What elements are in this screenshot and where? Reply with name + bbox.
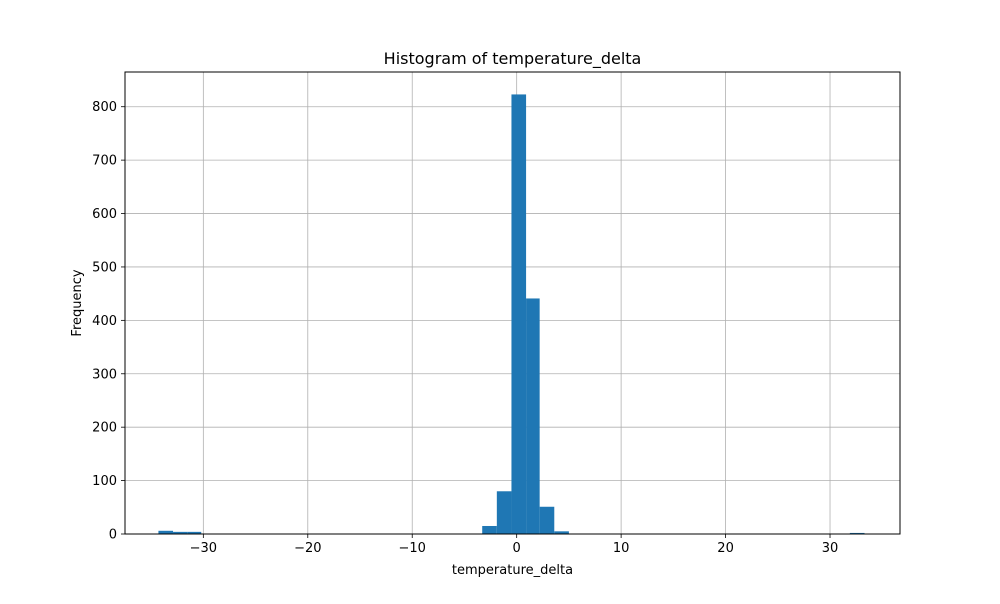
x-tick-label: −10 — [399, 541, 426, 556]
histogram-bar — [511, 94, 527, 534]
histogram-bar — [482, 525, 497, 534]
histogram-bar — [539, 506, 555, 534]
histogram-bars — [158, 94, 865, 534]
y-tick-label: 100 — [92, 474, 117, 489]
histogram-bar — [554, 531, 569, 534]
histogram-bar — [526, 298, 540, 534]
x-tick-label: −30 — [190, 541, 217, 556]
chart-title: Histogram of temperature_delta — [384, 49, 642, 69]
y-axis-label: Frequency — [70, 269, 85, 336]
x-axis-label: temperature_delta — [452, 563, 573, 578]
x-tick-label: 20 — [717, 541, 734, 556]
y-tick-label: 200 — [92, 421, 117, 436]
y-tick-label: 800 — [92, 100, 117, 115]
histogram-bar — [173, 531, 188, 534]
y-tick-label: 0 — [109, 528, 117, 543]
y-tick-label: 700 — [92, 154, 117, 169]
histogram-bar — [158, 530, 174, 534]
y-tick-label: 300 — [92, 367, 117, 382]
plot-frame — [124, 71, 901, 535]
x-tick-label: 0 — [513, 541, 521, 556]
x-tick-label: 10 — [613, 541, 630, 556]
histogram-bar — [187, 531, 202, 534]
histogram-bar — [496, 491, 512, 534]
x-tick-label: 30 — [822, 541, 839, 556]
y-tick-label: 600 — [92, 207, 117, 222]
y-tick-label: 400 — [92, 314, 117, 329]
x-tick-label: −20 — [294, 541, 321, 556]
y-tick-label: 500 — [92, 260, 117, 275]
histogram-bar — [849, 532, 865, 534]
x-axis-ticks: −30 −20 −10 0 10 20 30 — [190, 534, 839, 556]
y-axis-ticks: 0 100 200 300 400 500 600 700 800 — [92, 100, 125, 543]
